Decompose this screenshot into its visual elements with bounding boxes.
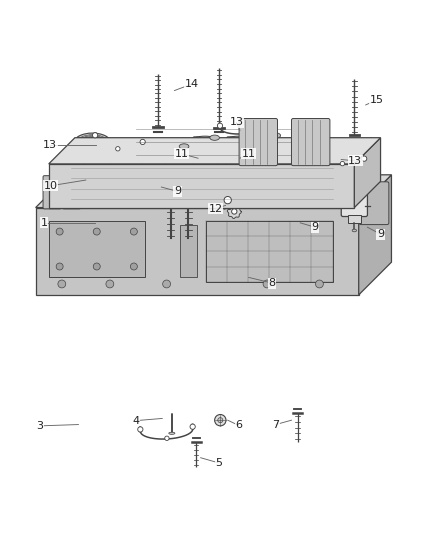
FancyBboxPatch shape bbox=[239, 118, 278, 166]
Ellipse shape bbox=[85, 148, 108, 153]
Bar bbox=[199, 166, 211, 173]
Polygon shape bbox=[49, 138, 381, 164]
Ellipse shape bbox=[240, 133, 250, 138]
Polygon shape bbox=[123, 177, 193, 207]
Circle shape bbox=[93, 263, 100, 270]
Ellipse shape bbox=[237, 179, 241, 182]
Ellipse shape bbox=[237, 174, 272, 189]
FancyBboxPatch shape bbox=[180, 225, 197, 277]
Circle shape bbox=[321, 148, 326, 152]
Circle shape bbox=[93, 228, 100, 235]
Circle shape bbox=[131, 228, 138, 235]
Circle shape bbox=[56, 263, 63, 270]
Bar bbox=[289, 190, 300, 196]
Circle shape bbox=[165, 436, 169, 440]
Circle shape bbox=[241, 131, 246, 135]
Ellipse shape bbox=[271, 133, 281, 138]
Ellipse shape bbox=[179, 144, 189, 149]
Text: 11: 11 bbox=[175, 149, 189, 159]
Ellipse shape bbox=[74, 133, 110, 151]
Text: 6: 6 bbox=[235, 421, 242, 431]
FancyBboxPatch shape bbox=[84, 149, 110, 182]
Circle shape bbox=[116, 147, 120, 151]
Circle shape bbox=[215, 415, 226, 426]
Bar bbox=[91, 180, 103, 188]
Circle shape bbox=[315, 280, 323, 288]
Circle shape bbox=[218, 418, 223, 423]
Text: 13: 13 bbox=[43, 140, 57, 150]
Text: 7: 7 bbox=[272, 419, 279, 430]
Polygon shape bbox=[218, 191, 237, 209]
FancyBboxPatch shape bbox=[291, 118, 330, 166]
Text: 8: 8 bbox=[268, 278, 276, 288]
FancyBboxPatch shape bbox=[226, 137, 251, 167]
Ellipse shape bbox=[228, 136, 249, 141]
FancyBboxPatch shape bbox=[43, 176, 61, 209]
Polygon shape bbox=[354, 138, 381, 207]
Text: 13: 13 bbox=[230, 117, 244, 127]
Circle shape bbox=[106, 280, 114, 288]
Circle shape bbox=[131, 263, 138, 270]
Circle shape bbox=[263, 119, 268, 124]
Text: 5: 5 bbox=[215, 458, 223, 468]
Circle shape bbox=[217, 123, 223, 128]
Circle shape bbox=[340, 161, 345, 166]
Circle shape bbox=[140, 139, 145, 144]
Bar bbox=[348, 215, 360, 223]
Ellipse shape bbox=[144, 157, 163, 162]
FancyBboxPatch shape bbox=[341, 183, 367, 216]
Text: 4: 4 bbox=[132, 416, 140, 426]
Circle shape bbox=[138, 427, 143, 432]
Text: 11: 11 bbox=[242, 149, 256, 159]
Circle shape bbox=[361, 156, 367, 161]
Ellipse shape bbox=[292, 203, 296, 205]
Ellipse shape bbox=[151, 197, 155, 200]
FancyBboxPatch shape bbox=[359, 182, 389, 224]
Circle shape bbox=[58, 280, 66, 288]
Circle shape bbox=[56, 228, 63, 235]
Polygon shape bbox=[35, 207, 359, 295]
FancyBboxPatch shape bbox=[206, 221, 332, 282]
Circle shape bbox=[224, 197, 231, 204]
FancyBboxPatch shape bbox=[142, 158, 165, 186]
FancyBboxPatch shape bbox=[63, 176, 81, 209]
Text: 14: 14 bbox=[185, 79, 199, 89]
Ellipse shape bbox=[210, 135, 219, 140]
Text: 9: 9 bbox=[174, 187, 181, 196]
Polygon shape bbox=[35, 175, 392, 207]
Polygon shape bbox=[49, 164, 354, 207]
Bar bbox=[233, 166, 244, 173]
FancyBboxPatch shape bbox=[283, 165, 306, 192]
FancyBboxPatch shape bbox=[226, 157, 308, 201]
Circle shape bbox=[92, 133, 98, 138]
Ellipse shape bbox=[169, 432, 175, 434]
FancyBboxPatch shape bbox=[49, 221, 145, 277]
Circle shape bbox=[162, 280, 170, 288]
Circle shape bbox=[232, 209, 237, 214]
FancyBboxPatch shape bbox=[193, 137, 217, 167]
Bar bbox=[148, 184, 159, 191]
Ellipse shape bbox=[95, 194, 99, 197]
Ellipse shape bbox=[194, 136, 215, 141]
Text: 13: 13 bbox=[348, 156, 362, 166]
Ellipse shape bbox=[343, 182, 366, 188]
Ellipse shape bbox=[297, 135, 307, 140]
Text: 1: 1 bbox=[41, 218, 48, 228]
Text: 9: 9 bbox=[311, 222, 318, 232]
Text: 15: 15 bbox=[370, 95, 384, 104]
Polygon shape bbox=[227, 205, 241, 219]
Ellipse shape bbox=[352, 229, 357, 232]
Text: 9: 9 bbox=[377, 229, 384, 239]
Ellipse shape bbox=[203, 179, 207, 182]
Polygon shape bbox=[359, 175, 392, 295]
Ellipse shape bbox=[153, 180, 206, 200]
Text: 10: 10 bbox=[44, 181, 58, 191]
Circle shape bbox=[190, 424, 195, 429]
Text: 12: 12 bbox=[208, 204, 223, 214]
Text: 3: 3 bbox=[36, 421, 43, 431]
Circle shape bbox=[263, 280, 271, 288]
Ellipse shape bbox=[284, 165, 304, 169]
Ellipse shape bbox=[72, 171, 113, 191]
